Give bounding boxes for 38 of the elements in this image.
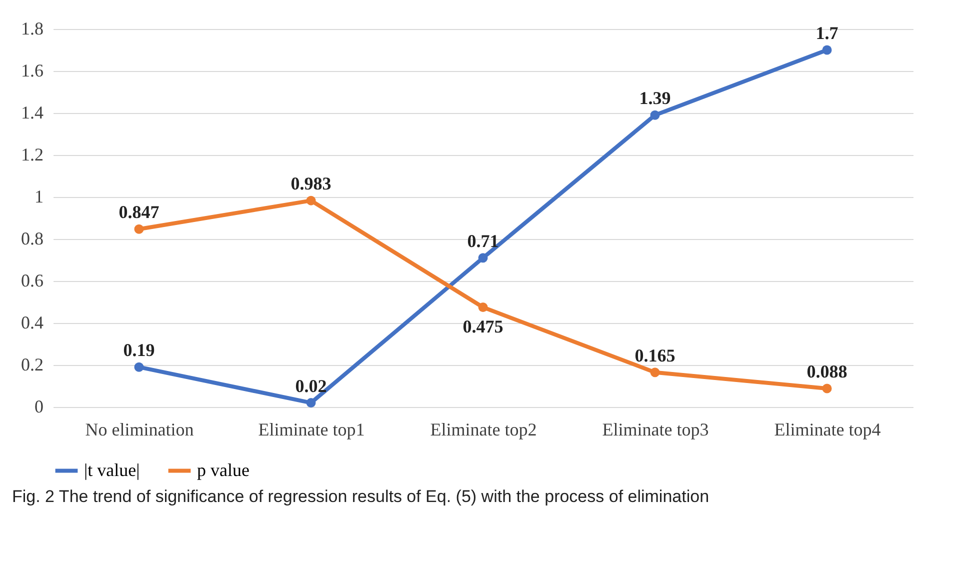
point: [134, 362, 144, 372]
point: [822, 45, 832, 55]
data-label: 0.19: [123, 340, 155, 360]
x-tick-label: No elimination: [85, 420, 194, 440]
x-tick-label: Eliminate top4: [774, 420, 881, 440]
y-tick-label: 1: [34, 186, 44, 206]
y-tick-label: 1.2: [21, 144, 44, 164]
y-tick-label: 0.4: [21, 312, 44, 332]
y-tick-label: 0.8: [21, 228, 44, 248]
point: [478, 302, 488, 312]
point: [134, 224, 144, 234]
data-label: 1.39: [639, 88, 671, 108]
data-label: 0.165: [634, 345, 676, 366]
y-tick-label: 0.6: [21, 270, 44, 290]
data-label: 0.02: [295, 376, 327, 396]
point: [650, 110, 660, 120]
point: [306, 398, 316, 408]
x-tick-label: Eliminate top2: [430, 420, 537, 440]
y-tick-label: 0: [34, 396, 44, 416]
data-label: 0.088: [806, 362, 848, 382]
caption: Fig. 2 The trend of significance of regression results of Eq. (5) with the process of elimination: [12, 487, 710, 507]
y-tick-label: 0.2: [21, 354, 44, 374]
data-label: 1.7: [816, 23, 838, 43]
x-tick-label: Eliminate top1: [258, 420, 365, 440]
data-label: 0.475: [462, 316, 504, 336]
point: [822, 384, 832, 394]
data-label: 0.983: [290, 174, 332, 194]
data-label: 0.71: [467, 230, 499, 251]
point: [650, 368, 660, 378]
y-tick-label: 1.6: [21, 60, 44, 80]
point: [306, 196, 316, 206]
legend-label: |t value|: [84, 460, 140, 480]
y-tick-label: 1.8: [21, 18, 44, 38]
y-tick-label: 1.4: [21, 102, 44, 122]
legend-label: p value: [197, 460, 250, 480]
point: [478, 253, 488, 263]
x-tick-label: Eliminate top3: [602, 420, 709, 440]
data-label: 0.847: [118, 202, 160, 222]
